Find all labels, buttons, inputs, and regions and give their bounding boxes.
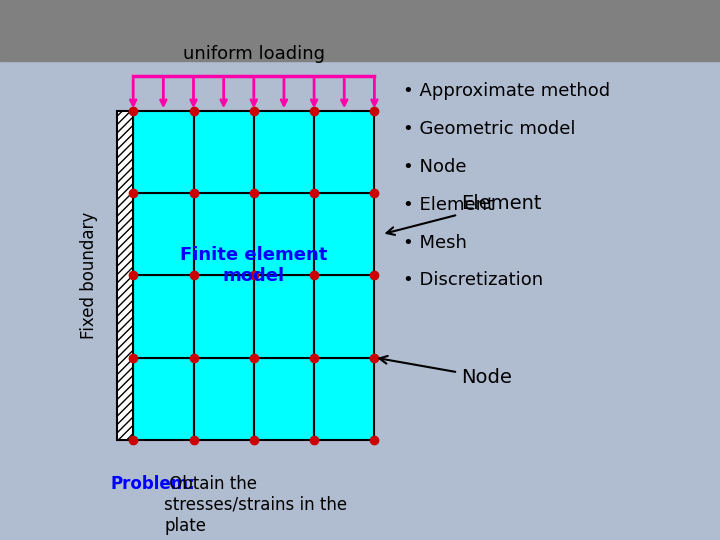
Text: • Mesh: • Mesh [403, 234, 467, 252]
Bar [194, 357, 254, 440]
Text: Node: Node [379, 356, 512, 387]
Bar [314, 275, 374, 357]
Bar [314, 111, 374, 193]
Bar [194, 193, 254, 275]
Bar [0, 0, 720, 60]
Bar [314, 357, 374, 440]
Text: • Node: • Node [403, 158, 467, 176]
Bar [133, 275, 194, 357]
Text: Finite element
model: Finite element model [180, 246, 328, 285]
Bar [133, 193, 194, 275]
Text: • Discretization: • Discretization [403, 272, 544, 289]
Bar [254, 275, 314, 357]
Bar [314, 193, 374, 275]
Text: • Approximate method: • Approximate method [403, 82, 611, 100]
Text: Element: Element [387, 194, 541, 235]
Text: uniform loading: uniform loading [183, 45, 325, 63]
Text: Problem:: Problem: [110, 475, 195, 493]
Text: Fixed boundary: Fixed boundary [79, 212, 98, 339]
Bar [117, 111, 133, 440]
Text: • Element: • Element [403, 195, 494, 214]
Bar [133, 111, 194, 193]
Text: Obtain the
stresses/strains in the
plate: Obtain the stresses/strains in the plate [164, 475, 347, 535]
Bar [194, 111, 254, 193]
Bar [254, 193, 314, 275]
Text: • Geometric model: • Geometric model [403, 120, 576, 138]
Bar [254, 357, 314, 440]
Bar [254, 111, 314, 193]
Bar [133, 357, 194, 440]
Bar [194, 275, 254, 357]
